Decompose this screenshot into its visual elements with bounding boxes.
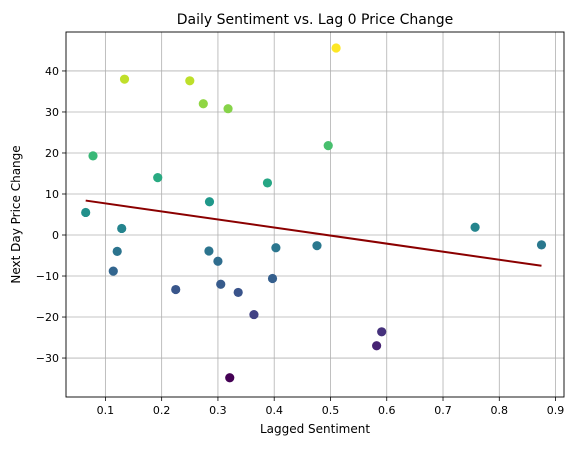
y-tick-label: 30 xyxy=(45,106,59,119)
x-axis-label: Lagged Sentiment xyxy=(260,422,370,436)
scatter-point xyxy=(233,287,243,298)
x-tick-label: 0.6 xyxy=(378,404,396,417)
scatter-point xyxy=(470,222,480,232)
y-tick-label: −10 xyxy=(36,270,59,283)
scatter-point xyxy=(323,141,333,151)
y-tick-label: −30 xyxy=(36,352,59,365)
x-tick-label: 0.2 xyxy=(153,404,171,417)
scatter-point xyxy=(262,178,273,188)
y-axis-ticks: −30 −20 −10 0 10 20 30 40 xyxy=(36,65,66,365)
y-axis-label: Next Day Price Change xyxy=(9,145,23,283)
scatter-point xyxy=(81,207,91,218)
scatter-point xyxy=(119,74,130,84)
scatter-point xyxy=(117,223,127,234)
scatter-point xyxy=(372,341,382,351)
scatter-point xyxy=(213,256,223,266)
scatter-point xyxy=(108,266,118,276)
x-tick-label: 0.5 xyxy=(322,404,340,417)
y-tick-label: −20 xyxy=(36,311,59,324)
x-tick-label: 0.8 xyxy=(491,404,509,417)
scatter-point xyxy=(112,246,122,257)
scatter-point xyxy=(88,151,98,161)
scatter-point xyxy=(198,99,208,109)
y-tick-label: 10 xyxy=(45,188,59,201)
scatter-point xyxy=(267,273,278,284)
scatter-point xyxy=(216,279,226,289)
scatter-point xyxy=(331,43,341,53)
x-tick-label: 0.1 xyxy=(97,404,115,417)
x-axis-ticks: 0.1 0.2 0.3 0.4 0.5 0.6 0.7 0.8 0.9 xyxy=(97,397,565,417)
points-layer xyxy=(81,43,547,383)
x-tick-label: 0.9 xyxy=(547,404,565,417)
scatter-point xyxy=(204,197,215,207)
scatter-point xyxy=(171,284,181,295)
scatter-point xyxy=(536,240,547,250)
y-tick-label: 40 xyxy=(45,65,59,78)
scatter-point xyxy=(185,76,195,86)
trendline-layer xyxy=(85,199,542,267)
x-tick-label: 0.7 xyxy=(434,404,452,417)
scatter-point xyxy=(204,246,214,256)
scatter-point xyxy=(153,172,163,183)
scatter-point xyxy=(225,373,235,383)
scatter-point xyxy=(271,243,281,253)
scatter-point xyxy=(223,104,233,114)
axes-frame xyxy=(65,31,565,398)
trend-line xyxy=(85,199,542,267)
x-tick-label: 0.3 xyxy=(209,404,227,417)
y-tick-label: 20 xyxy=(45,147,59,160)
scatter-point xyxy=(249,309,259,320)
y-tick-label: 0 xyxy=(52,229,59,242)
scatter-point xyxy=(377,327,387,337)
grid xyxy=(66,32,564,397)
x-tick-label: 0.4 xyxy=(265,404,283,417)
chart-title: Daily Sentiment vs. Lag 0 Price Change xyxy=(177,12,453,28)
scatter-point xyxy=(312,241,322,251)
